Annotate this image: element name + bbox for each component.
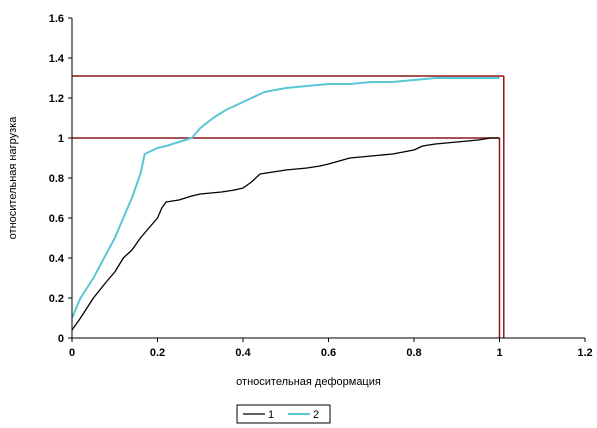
y-tick-label: 0.4 <box>49 253 65 265</box>
reference-lines <box>72 75 505 338</box>
x-tick-label: 0.2 <box>150 347 165 359</box>
x-tick-label: 0.4 <box>235 347 251 359</box>
y-tick-label: 0.2 <box>49 293 64 305</box>
y-tick-label: 0.6 <box>49 213 64 225</box>
axes <box>71 18 585 339</box>
series-line-1 <box>71 137 500 331</box>
y-axis-title: относительная нагрузка <box>7 116 19 240</box>
y-tick-label: 1.2 <box>49 93 64 105</box>
x-tick-label: 0.8 <box>406 347 421 359</box>
y-ticks: 0 0.2 0.4 0.6 0.8 1 1.2 1.4 1.6 <box>49 13 72 345</box>
x-tick-label: 0 <box>69 347 75 359</box>
y-tick-label: 0 <box>58 333 64 345</box>
y-tick-label: 1 <box>58 133 64 145</box>
legend-label-2: 2 <box>313 409 319 421</box>
y-tick-label: 1.6 <box>49 13 64 25</box>
x-tick-label: 0.6 <box>321 347 336 359</box>
y-tick-label: 0.8 <box>49 173 64 185</box>
x-tick-label: 1 <box>496 347 502 359</box>
series-line-2 <box>71 77 500 319</box>
series-layer <box>71 77 500 331</box>
x-axis-title: относительная деформация <box>236 376 381 388</box>
x-ticks: 0 0.2 0.4 0.6 0.8 1 1.2 <box>69 338 593 359</box>
legend-label-1: 1 <box>268 409 274 421</box>
y-tick-label: 1.4 <box>49 53 65 65</box>
legend-box <box>236 404 331 424</box>
x-tick-label: 1.2 <box>577 347 592 359</box>
